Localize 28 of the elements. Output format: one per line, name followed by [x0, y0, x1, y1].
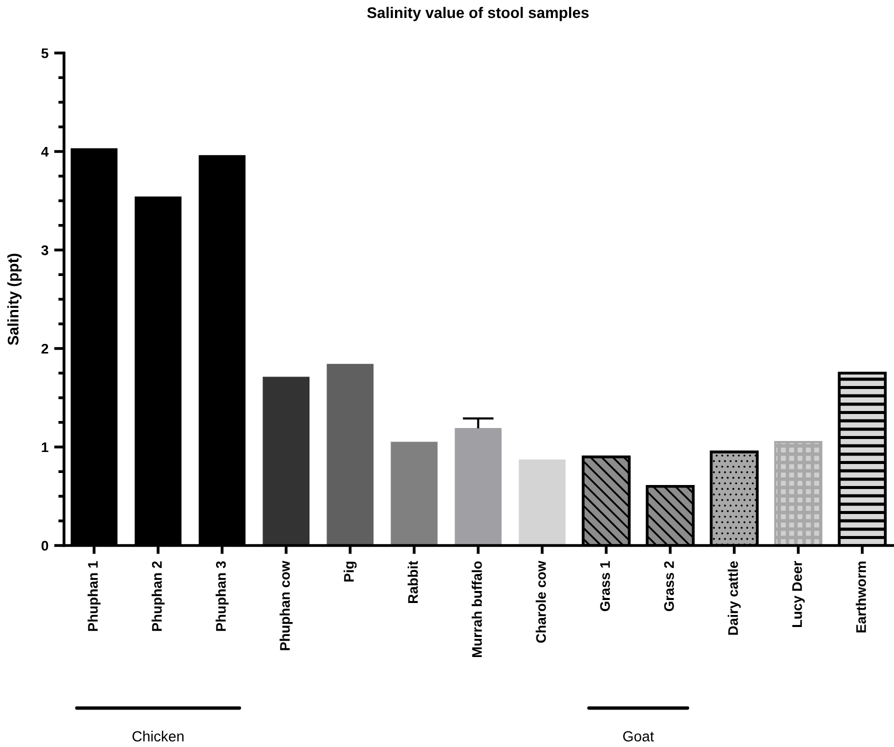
x-tick-label: Pig	[344, 562, 357, 582]
y-tick-label: 2	[41, 344, 48, 354]
bar	[262, 376, 310, 546]
x-tick-label: Grass 2	[664, 561, 674, 612]
x-tick-label: Phuphan 3	[216, 561, 229, 631]
x-tick-label: Earthworm	[856, 562, 866, 632]
bar	[518, 459, 566, 546]
x-tick-label: Phuphan cow	[280, 560, 293, 650]
y-tick-label: 1	[42, 442, 48, 452]
y-tick-label: 4	[41, 146, 49, 157]
text: Goat	[623, 731, 654, 742]
y-tick-label: 0	[42, 540, 48, 551]
chart-title: Salinity value of stool samples	[367, 6, 589, 22]
x-tick-label: Phuphan 2	[152, 561, 165, 631]
y-axis-title: Salinity (ppt)	[7, 254, 22, 346]
x-tick-label: Lucy Deer	[792, 560, 805, 628]
x-tick-label: Grass 1	[600, 561, 610, 612]
y-tick-label: 3	[41, 245, 48, 256]
x-tick-label: Murrah buffalo	[472, 561, 482, 658]
x-tick-label: Dairy cattle	[728, 561, 741, 635]
y-tick-label: 5	[41, 48, 48, 58]
bar	[326, 364, 374, 546]
x-tick-label: Charole cow	[536, 560, 546, 643]
x-tick-label: Rabbit	[408, 560, 418, 604]
bar	[390, 442, 438, 546]
text: Chicken	[132, 730, 184, 742]
bar	[454, 428, 502, 546]
x-tick-label: Phuphan 1	[88, 561, 101, 631]
